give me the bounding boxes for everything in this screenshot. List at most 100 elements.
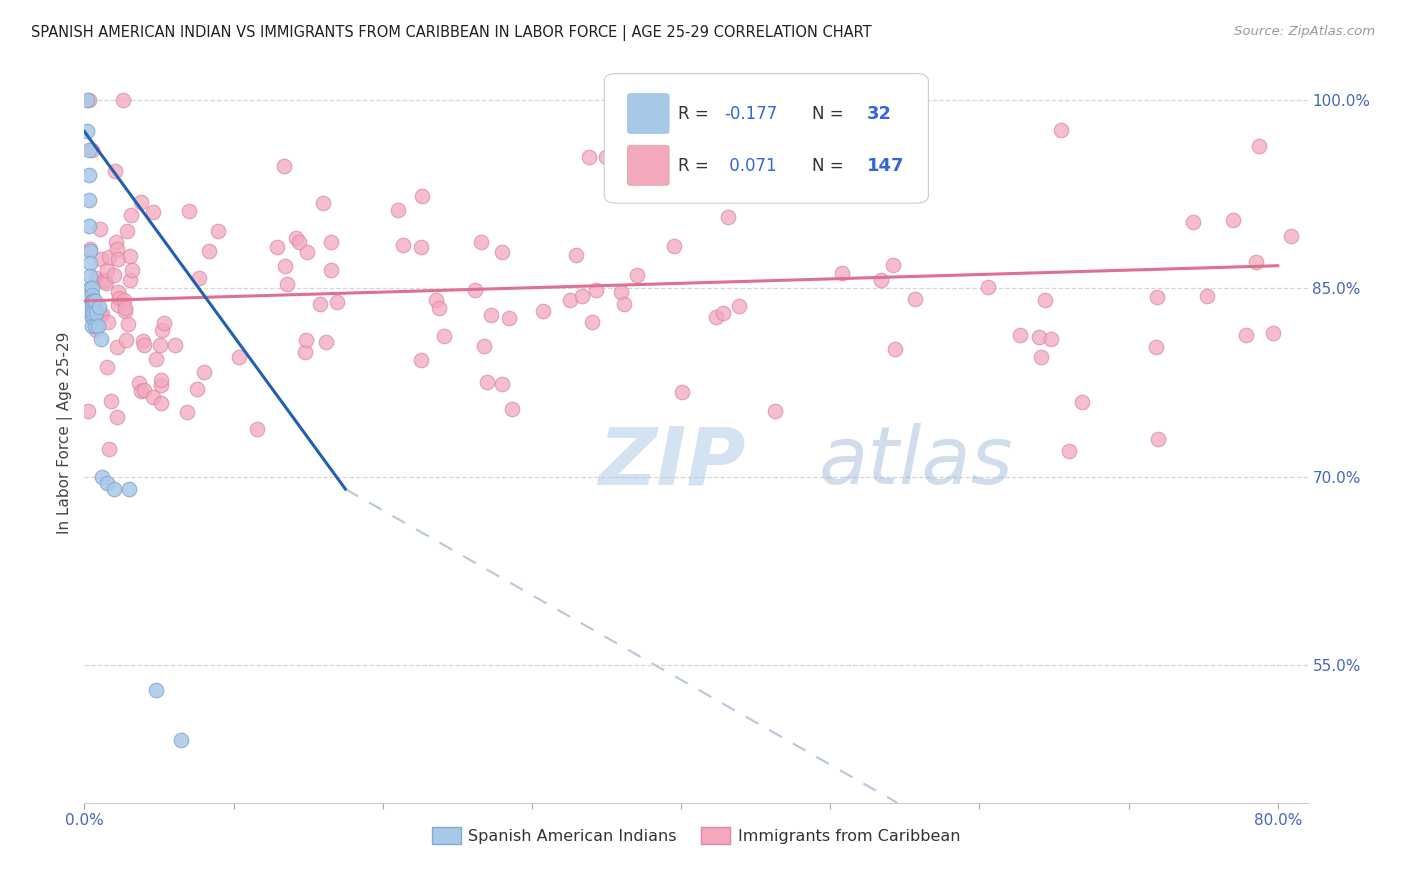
Point [79, 244, 101, 258]
Point [595, 150, 617, 164]
Point [312, 196, 335, 211]
Point [132, 334, 155, 348]
Point [77, 219, 100, 233]
Text: atlas: atlas [818, 423, 1014, 501]
Point [83, 293, 105, 308]
Point [80, 143, 103, 157]
Point [664, 239, 686, 253]
Point [115, 224, 138, 238]
Point [80, 287, 103, 301]
Point [285, 231, 308, 245]
Point [491, 376, 513, 391]
Point [273, 159, 295, 173]
Point [1234, 327, 1257, 342]
Point [107, 285, 129, 299]
Point [107, 252, 129, 266]
Point [295, 245, 318, 260]
Point [105, 235, 128, 250]
Point [896, 151, 918, 165]
Point [475, 375, 498, 389]
Point [571, 289, 593, 303]
Text: 147: 147 [868, 157, 904, 175]
Point [84, 306, 107, 320]
Point [666, 184, 689, 198]
Point [121, 263, 143, 277]
Point [266, 240, 288, 254]
Point [149, 378, 172, 392]
Point [882, 258, 904, 272]
Point [1033, 293, 1056, 307]
Point [274, 260, 297, 274]
Point [319, 235, 342, 249]
Point [309, 297, 332, 311]
Point [87, 318, 110, 333]
Point [193, 364, 215, 378]
Point [89, 222, 111, 236]
Point [1147, 432, 1170, 446]
Point [77, 404, 100, 418]
Point [117, 317, 139, 331]
Point [977, 280, 1000, 294]
Text: Source: ZipAtlas.com: Source: ZipAtlas.com [1234, 25, 1375, 38]
Point [132, 384, 155, 398]
Point [728, 299, 751, 313]
Point [501, 402, 523, 417]
Point [150, 323, 173, 337]
Point [321, 263, 343, 277]
Point [76, 93, 98, 107]
Point [565, 248, 588, 262]
Point [411, 240, 433, 254]
Point [100, 394, 122, 409]
Point [105, 409, 128, 424]
Point [129, 384, 152, 398]
Point [531, 304, 554, 318]
Point [89, 307, 111, 321]
Point [186, 382, 208, 396]
Point [150, 396, 173, 410]
Point [98, 250, 121, 264]
Point [114, 303, 136, 318]
Point [145, 351, 167, 366]
Point [149, 373, 172, 387]
Point [671, 384, 693, 399]
Y-axis label: In Labor Force | Age 25-29: In Labor Force | Age 25-29 [58, 332, 73, 533]
Point [1249, 139, 1271, 153]
Point [79, 268, 101, 283]
Point [76, 124, 98, 138]
Point [104, 164, 127, 178]
Text: 0.071: 0.071 [724, 157, 776, 175]
Point [578, 150, 600, 164]
Point [491, 245, 513, 260]
Point [433, 329, 456, 343]
Point [80, 281, 103, 295]
Point [153, 316, 176, 330]
Point [86, 323, 108, 337]
Point [96, 263, 118, 277]
Point [609, 285, 631, 300]
Text: N =: N = [813, 104, 849, 122]
Point [870, 273, 893, 287]
Point [94, 274, 117, 288]
Text: N =: N = [813, 157, 849, 175]
Text: ZIP: ZIP [598, 423, 745, 501]
Point [129, 194, 152, 209]
Point [114, 301, 136, 315]
Point [1057, 444, 1080, 458]
Point [118, 482, 141, 496]
Point [176, 405, 198, 419]
Point [79, 281, 101, 295]
Point [558, 293, 581, 307]
Point [295, 333, 318, 347]
Point [80, 289, 103, 303]
Point [585, 283, 607, 297]
Point [326, 295, 349, 310]
Point [82, 293, 104, 308]
Point [1070, 394, 1092, 409]
Point [77, 169, 100, 183]
Point [427, 301, 450, 315]
Point [1049, 123, 1071, 137]
FancyBboxPatch shape [627, 94, 669, 134]
Point [77, 93, 100, 107]
Point [94, 276, 117, 290]
Point [1029, 350, 1052, 364]
